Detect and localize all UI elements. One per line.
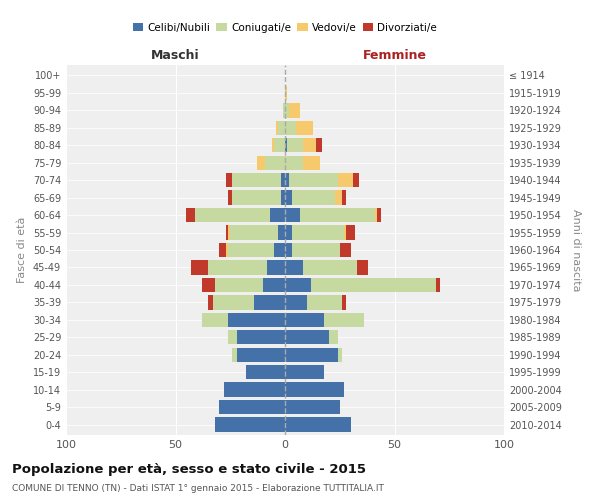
Bar xyxy=(226,173,232,188)
Bar xyxy=(237,348,285,362)
Bar xyxy=(302,138,316,152)
Bar xyxy=(285,365,325,380)
Bar xyxy=(340,243,350,257)
Bar xyxy=(263,278,285,292)
Bar xyxy=(285,86,287,100)
Text: Femmine: Femmine xyxy=(362,48,427,62)
Bar xyxy=(301,208,375,222)
Bar xyxy=(215,418,285,432)
Bar xyxy=(325,312,364,327)
Bar xyxy=(329,330,338,344)
Bar xyxy=(285,138,287,152)
Bar xyxy=(283,103,285,118)
Bar xyxy=(302,260,357,274)
Bar xyxy=(285,120,296,135)
Bar xyxy=(281,173,285,188)
Bar xyxy=(285,173,289,188)
Bar xyxy=(285,156,302,170)
Bar xyxy=(278,120,285,135)
Bar xyxy=(226,226,228,239)
Text: Maschi: Maschi xyxy=(151,48,200,62)
Bar xyxy=(302,156,320,170)
Bar xyxy=(220,243,226,257)
Bar xyxy=(208,260,268,274)
Y-axis label: Fasce di età: Fasce di età xyxy=(17,217,27,283)
Text: COMUNE DI TENNO (TN) - Dati ISTAT 1° gennaio 2015 - Elaborazione TUTTITALIA.IT: COMUNE DI TENNO (TN) - Dati ISTAT 1° gen… xyxy=(12,484,384,493)
Bar xyxy=(228,243,274,257)
Bar xyxy=(338,348,342,362)
Bar xyxy=(213,295,254,310)
Bar xyxy=(342,295,346,310)
Bar xyxy=(342,190,346,205)
Bar xyxy=(269,208,285,222)
Bar xyxy=(281,190,285,205)
Bar xyxy=(228,312,285,327)
Bar xyxy=(285,208,301,222)
Bar xyxy=(344,226,346,239)
Bar xyxy=(228,226,230,239)
Bar xyxy=(202,312,228,327)
Bar xyxy=(195,208,269,222)
Bar xyxy=(237,330,285,344)
Bar xyxy=(292,243,340,257)
Bar xyxy=(272,138,274,152)
Bar xyxy=(285,330,329,344)
Bar xyxy=(226,243,228,257)
Bar xyxy=(311,278,436,292)
Bar xyxy=(215,278,263,292)
Bar xyxy=(274,243,285,257)
Bar xyxy=(220,400,285,414)
Bar xyxy=(375,208,377,222)
Bar xyxy=(191,260,208,274)
Bar xyxy=(307,295,342,310)
Text: Popolazione per età, sesso e stato civile - 2015: Popolazione per età, sesso e stato civil… xyxy=(12,462,366,475)
Bar xyxy=(285,348,338,362)
Bar xyxy=(224,382,285,397)
Bar xyxy=(289,173,338,188)
Bar xyxy=(377,208,382,222)
Bar xyxy=(296,120,313,135)
Bar xyxy=(265,156,285,170)
Bar xyxy=(357,260,368,274)
Bar xyxy=(257,156,265,170)
Bar xyxy=(274,138,285,152)
Bar xyxy=(232,173,281,188)
Bar xyxy=(285,260,302,274)
Bar xyxy=(187,208,195,222)
Bar xyxy=(353,173,359,188)
Bar xyxy=(285,278,311,292)
Y-axis label: Anni di nascita: Anni di nascita xyxy=(571,209,581,291)
Bar xyxy=(285,382,344,397)
Bar xyxy=(232,190,281,205)
Bar xyxy=(285,243,292,257)
Bar xyxy=(285,190,292,205)
Bar xyxy=(254,295,285,310)
Bar xyxy=(276,120,278,135)
Bar xyxy=(436,278,440,292)
Bar xyxy=(285,226,292,239)
Bar xyxy=(287,138,302,152)
Legend: Celibi/Nubili, Coniugati/e, Vedovi/e, Divorziati/e: Celibi/Nubili, Coniugati/e, Vedovi/e, Di… xyxy=(128,18,442,36)
Bar xyxy=(268,260,285,274)
Bar xyxy=(285,400,340,414)
Bar xyxy=(232,348,237,362)
Bar xyxy=(316,138,322,152)
Bar xyxy=(338,173,353,188)
Bar xyxy=(346,226,355,239)
Bar xyxy=(228,330,237,344)
Bar xyxy=(285,103,289,118)
Bar xyxy=(285,418,350,432)
Bar xyxy=(228,190,232,205)
Bar xyxy=(245,365,285,380)
Bar xyxy=(289,103,301,118)
Bar xyxy=(292,190,335,205)
Bar xyxy=(285,312,325,327)
Bar xyxy=(208,295,213,310)
Bar xyxy=(202,278,215,292)
Bar xyxy=(335,190,342,205)
Bar xyxy=(292,226,344,239)
Bar xyxy=(230,226,278,239)
Bar xyxy=(278,226,285,239)
Bar xyxy=(285,295,307,310)
